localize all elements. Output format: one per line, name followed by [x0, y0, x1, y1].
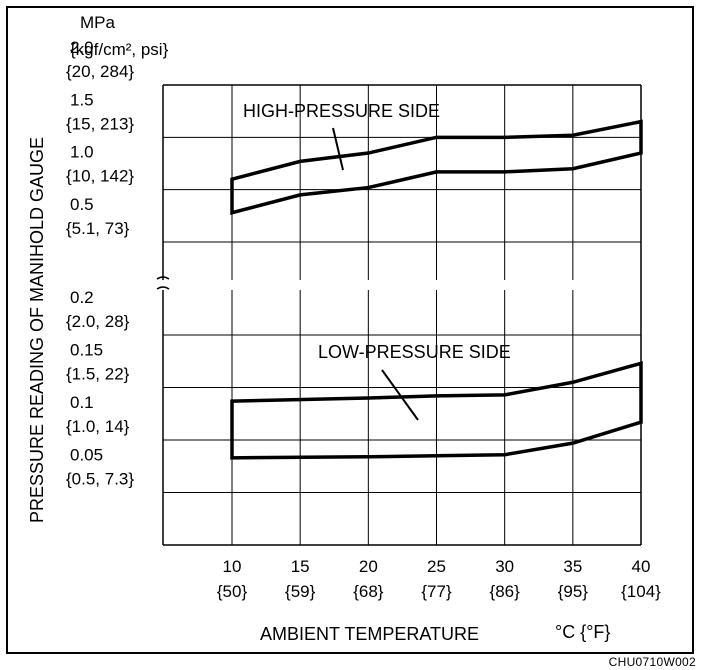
y-tick-label-alt: {0.5, 7.3} — [66, 470, 134, 489]
y-tick-label-alt: {2.0, 28} — [66, 312, 130, 331]
axes — [156, 84, 642, 546]
unit-header-mpa: MPa — [80, 13, 116, 32]
x-axis-title: AMBIENT TEMPERATURE — [260, 624, 479, 644]
y-tick-label: 0.5 — [70, 195, 94, 214]
series-pointer-low — [381, 369, 419, 421]
x-tick-label-alt: {77} — [421, 582, 452, 601]
y-tick-label: 0.2 — [70, 288, 94, 307]
x-tick-label-alt: {59} — [285, 582, 316, 601]
x-tick-label: 15 — [291, 557, 310, 576]
y-tick-label: 0.05 — [70, 446, 103, 465]
y-tick-label: 0.15 — [70, 341, 103, 360]
y-tick-label-alt: {1.5, 22} — [66, 365, 130, 384]
series-label-high: HIGH-PRESSURE SIDE — [243, 101, 440, 121]
figure-code: CHU0710W002 — [608, 655, 696, 669]
y-tick-label-alt: {10, 142} — [66, 167, 134, 186]
y-tick-label: 1.0 — [70, 143, 94, 162]
x-tick-label-alt: {95} — [558, 582, 589, 601]
y-tick-label-alt: {1.0, 14} — [66, 417, 130, 436]
x-tick-label-alt: {50} — [217, 582, 248, 601]
y-tick-label-alt: {20, 284} — [66, 62, 134, 81]
x-tick-label-alt: {86} — [490, 582, 521, 601]
x-tick-label-alt: {104} — [621, 582, 661, 601]
series-label-low: LOW-PRESSURE SIDE — [318, 342, 511, 362]
y-tick-label: 0.1 — [70, 393, 94, 412]
x-tick-label-alt: {68} — [353, 582, 384, 601]
x-tick-label: 35 — [563, 557, 582, 576]
axis-break-mark — [156, 276, 170, 280]
x-tick-label: 30 — [495, 557, 514, 576]
grid — [163, 84, 642, 545]
x-tick-label: 20 — [359, 557, 378, 576]
y-tick-label: 2.0 — [70, 38, 94, 57]
y-tick-label: 1.5 — [70, 90, 94, 109]
y-tick-label-alt: {5.1, 73} — [66, 219, 130, 238]
x-axis-unit: °C {°F} — [555, 622, 610, 642]
y-tick-label-alt: {15, 213} — [66, 114, 134, 133]
x-tick-label: 10 — [223, 557, 242, 576]
x-tick-label: 25 — [427, 557, 446, 576]
axis-break-mark — [156, 286, 170, 290]
x-tick-label: 40 — [632, 557, 651, 576]
labels: 2.0 {20, 284} 1.5 {15, 213} 1.0 {10, 142} 0.5 {… — [27, 13, 661, 644]
y-axis-title: PRESSURE READING OF MANIHOLD GAUGE — [27, 137, 47, 523]
unit-header-alt: {kgf/cm², psi} — [70, 40, 169, 59]
figure-frame — [6, 6, 694, 654]
series-pointer-high — [332, 127, 344, 171]
